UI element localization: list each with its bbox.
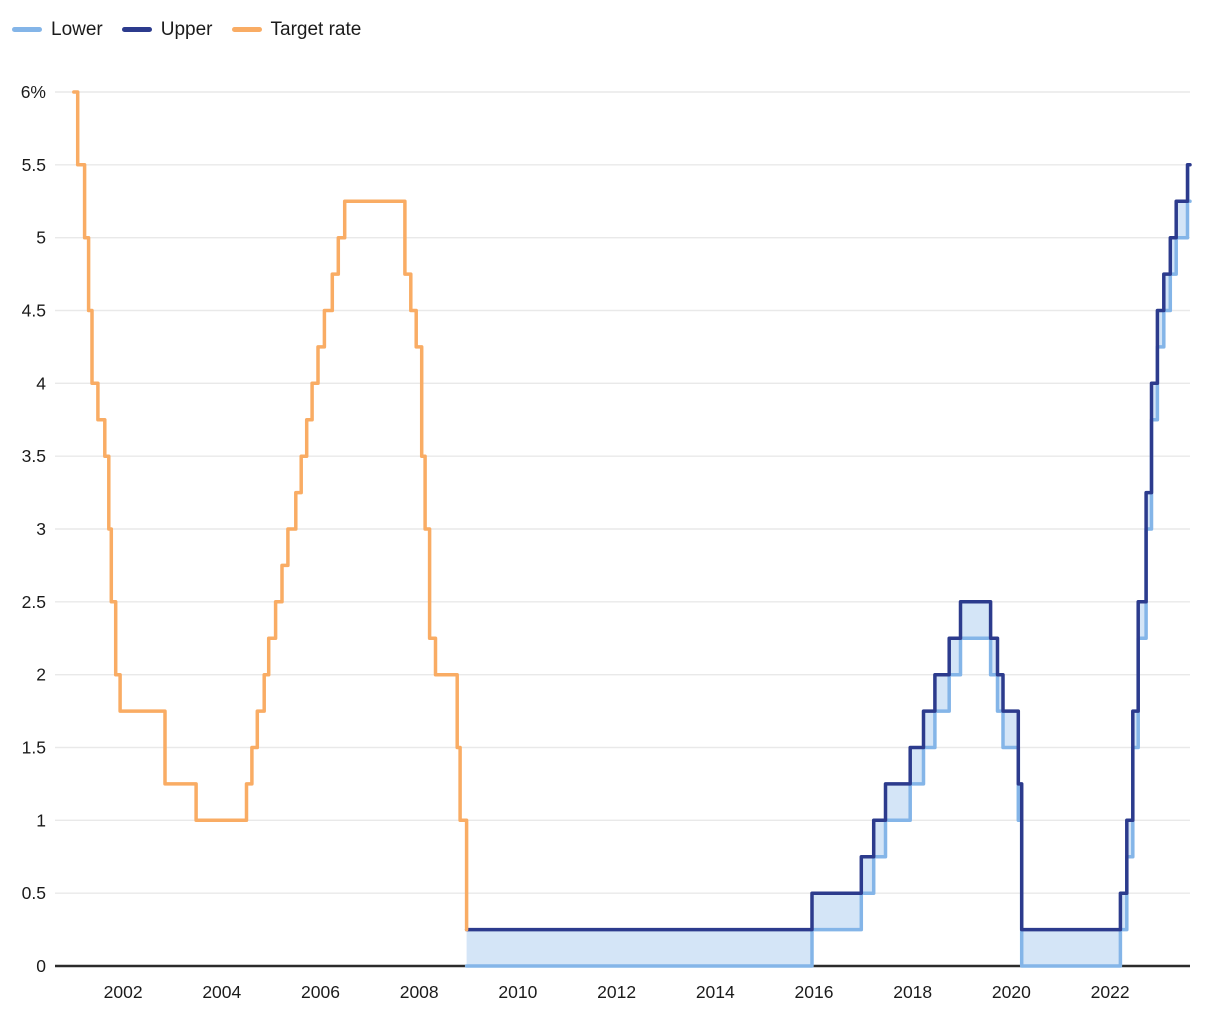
x-axis-tick-label: 2018 (893, 982, 932, 1002)
y-axis-tick-label: 3 (36, 519, 46, 539)
legend-label-upper: Upper (160, 19, 213, 40)
y-axis-tick-label: 3.5 (22, 446, 46, 466)
legend-item-lower[interactable]: Lower (12, 20, 103, 39)
chart-legend: Lower Upper Target rate (12, 20, 361, 39)
x-axis-tick-label: 2006 (301, 982, 340, 1002)
x-axis-tick-label: 2012 (597, 982, 636, 1002)
y-axis-tick-label: 1.5 (22, 738, 46, 758)
lower-series-swatch-icon (12, 27, 42, 32)
y-axis-tick-label: 4.5 (22, 301, 46, 321)
x-axis-tick-label: 2020 (992, 982, 1031, 1002)
x-axis-tick-label: 2010 (498, 982, 537, 1002)
x-axis-tick-label: 2016 (795, 982, 834, 1002)
legend-item-upper[interactable]: Upper (121, 19, 213, 40)
legend-label-target-rate: Target rate (270, 19, 362, 40)
x-axis-tick-label: 2002 (104, 982, 143, 1002)
x-axis-tick-label: 2004 (202, 982, 241, 1002)
target-rate-series-swatch-icon (231, 27, 262, 32)
y-axis-tick-label: 2.5 (22, 592, 46, 612)
y-axis-tick-label: 5.5 (22, 155, 46, 175)
y-axis-tick-label: 0 (36, 956, 46, 976)
y-axis-tick-label: 5 (36, 228, 46, 248)
y-axis-tick-label: 0.5 (22, 883, 46, 903)
x-axis-tick-label: 2014 (696, 982, 735, 1002)
x-axis-tick-label: 2008 (400, 982, 439, 1002)
target-range-band (466, 164, 1191, 967)
y-axis-tick-label: 4 (36, 373, 46, 393)
y-axis-tick-label: 2 (36, 665, 46, 685)
legend-label-lower: Lower (51, 19, 103, 40)
legend-item-target-rate[interactable]: Target rate (231, 19, 362, 40)
x-axis-tick-label: 2022 (1091, 982, 1130, 1002)
y-axis-tick-label: 6% (21, 82, 46, 102)
target-rate-line (72, 90, 469, 932)
upper-bound-line (464, 163, 1192, 932)
lower-bound-line (464, 199, 1192, 968)
upper-series-swatch-icon (121, 27, 152, 32)
y-axis-tick-label: 1 (36, 810, 46, 830)
